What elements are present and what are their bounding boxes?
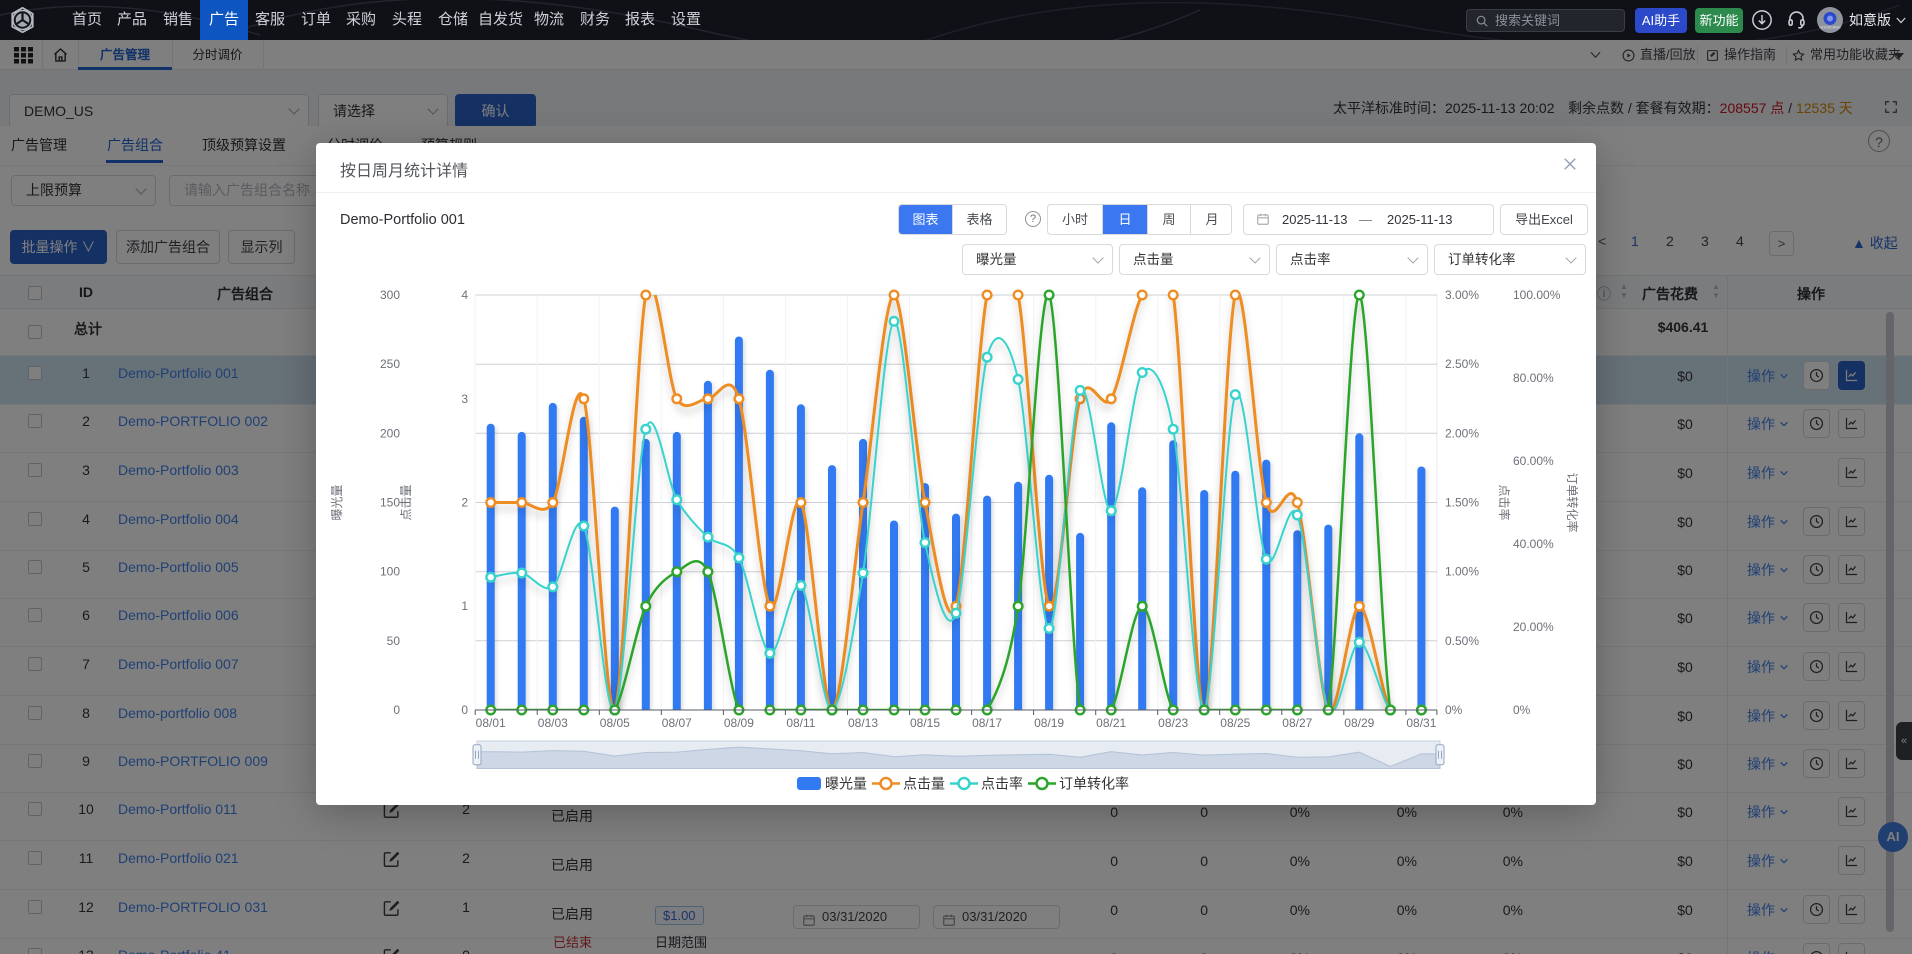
svg-text:40.00%: 40.00% (1513, 537, 1554, 551)
svg-text:08/25: 08/25 (1220, 716, 1250, 730)
svg-text:100: 100 (380, 565, 400, 579)
svg-text:1.50%: 1.50% (1445, 496, 1479, 510)
svg-text:0%: 0% (1445, 703, 1463, 717)
svg-text:08/07: 08/07 (662, 716, 692, 730)
svg-text:08/21: 08/21 (1096, 716, 1126, 730)
svg-text:50: 50 (387, 634, 401, 648)
svg-text:2.00%: 2.00% (1445, 426, 1479, 440)
svg-text:点击率: 点击率 (1497, 484, 1512, 520)
svg-text:60.00%: 60.00% (1513, 454, 1554, 468)
svg-text:08/03: 08/03 (538, 716, 568, 730)
svg-text:0.50%: 0.50% (1445, 634, 1479, 648)
svg-text:1.00%: 1.00% (1445, 565, 1479, 579)
svg-text:08/15: 08/15 (910, 716, 940, 730)
svg-text:08/13: 08/13 (848, 716, 878, 730)
svg-text:4: 4 (461, 288, 468, 302)
svg-text:08/01: 08/01 (476, 716, 506, 730)
svg-text:订单转化率: 订单转化率 (1059, 776, 1129, 792)
svg-text:300: 300 (380, 288, 400, 302)
svg-text:点击率: 点击率 (981, 776, 1023, 792)
svg-text:08/29: 08/29 (1344, 716, 1374, 730)
svg-text:点击量: 点击量 (903, 776, 945, 792)
svg-text:80.00%: 80.00% (1513, 371, 1554, 385)
svg-text:08/31: 08/31 (1406, 716, 1436, 730)
svg-text:0: 0 (393, 703, 400, 717)
svg-text:08/17: 08/17 (972, 716, 1002, 730)
svg-text:08/27: 08/27 (1282, 716, 1312, 730)
svg-text:08/19: 08/19 (1034, 716, 1064, 730)
svg-text:GOODCANG: GOODCANG (1819, 26, 1841, 30)
svg-text:曝光量: 曝光量 (330, 484, 344, 520)
svg-text:150: 150 (380, 496, 400, 510)
svg-text:1: 1 (461, 599, 468, 613)
svg-text:0%: 0% (1513, 703, 1531, 717)
svg-text:3: 3 (461, 392, 468, 406)
svg-text:08/11: 08/11 (786, 716, 815, 730)
svg-text:08/23: 08/23 (1158, 716, 1188, 730)
svg-text:点击量: 点击量 (399, 484, 413, 520)
svg-text:08/09: 08/09 (724, 716, 754, 730)
svg-text:2.50%: 2.50% (1445, 357, 1479, 371)
svg-text:08/05: 08/05 (600, 716, 630, 730)
svg-text:20.00%: 20.00% (1513, 620, 1554, 634)
svg-text:250: 250 (380, 357, 400, 371)
svg-text:曝光量: 曝光量 (825, 776, 867, 792)
svg-text:200: 200 (380, 426, 400, 440)
svg-text:3.00%: 3.00% (1445, 288, 1479, 302)
svg-text:订单转化率: 订单转化率 (1565, 472, 1580, 532)
svg-text:2: 2 (461, 496, 468, 510)
svg-text:0: 0 (461, 703, 468, 717)
svg-text:100.00%: 100.00% (1513, 288, 1561, 302)
